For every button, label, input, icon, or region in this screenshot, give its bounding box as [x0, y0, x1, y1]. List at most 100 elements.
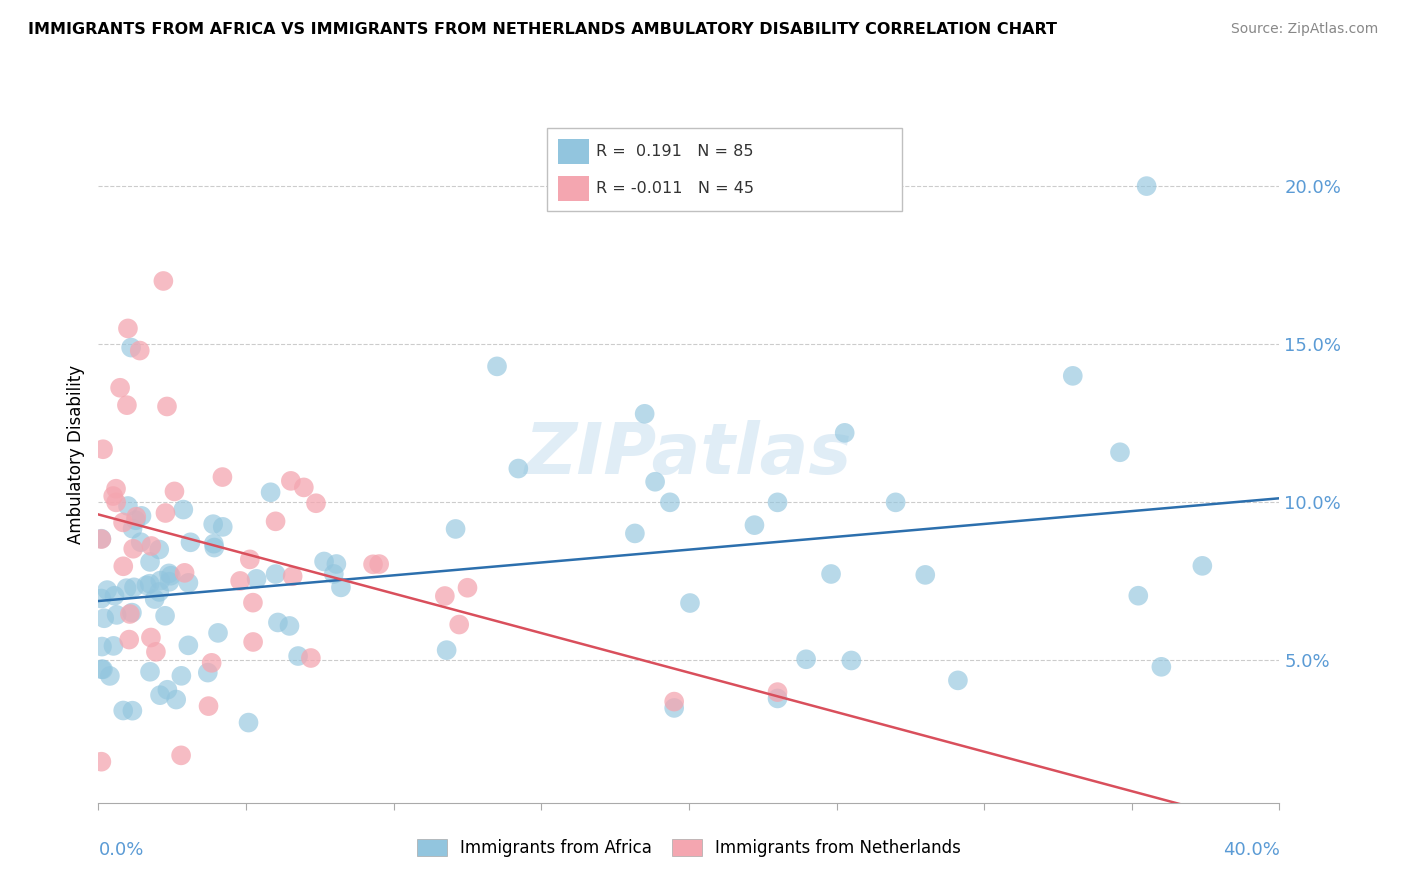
Point [128, 343, 150, 358]
Point [794, 652, 817, 666]
Point [624, 526, 647, 541]
Point [121, 606, 143, 620]
Point [280, 474, 302, 488]
Point [197, 699, 219, 714]
Point [112, 516, 135, 530]
Point [486, 359, 509, 374]
Point [202, 541, 225, 555]
Point [155, 506, 177, 520]
Point [1128, 589, 1150, 603]
Point [267, 615, 290, 630]
Point [305, 496, 328, 510]
Point [121, 704, 143, 718]
Point [242, 635, 264, 649]
Point [1135, 179, 1157, 194]
Point [122, 541, 145, 556]
Point [117, 499, 139, 513]
Point [91, 442, 114, 457]
Point [325, 557, 347, 571]
Point [112, 704, 135, 718]
Point [242, 596, 264, 610]
Point [1150, 660, 1173, 674]
Point [766, 691, 789, 706]
Point [93, 611, 115, 625]
Point [125, 509, 148, 524]
Point [105, 607, 128, 622]
Point [115, 398, 138, 412]
Text: 0.0%: 0.0% [98, 841, 143, 859]
Point [1062, 368, 1084, 383]
Point [129, 535, 152, 549]
Point [117, 321, 139, 335]
Point [312, 554, 335, 568]
Point [820, 566, 842, 581]
Point [884, 495, 907, 509]
Point [138, 576, 160, 591]
Point [914, 567, 936, 582]
Point [90, 591, 112, 606]
Point [322, 566, 344, 581]
Point [156, 682, 179, 697]
Point [197, 665, 219, 680]
Point [834, 425, 856, 440]
Point [90, 532, 112, 546]
Point [444, 522, 467, 536]
Point [159, 568, 181, 582]
Point [103, 639, 125, 653]
Point [148, 542, 170, 557]
Point [156, 400, 179, 414]
Point [658, 495, 681, 509]
Point [96, 583, 118, 598]
Point [292, 480, 315, 494]
Point [91, 662, 114, 676]
Point [131, 508, 153, 523]
Point [329, 580, 352, 594]
Point [361, 558, 384, 572]
Point [449, 617, 471, 632]
Point [143, 592, 166, 607]
Point [946, 673, 969, 688]
Point [202, 537, 225, 551]
Point [148, 585, 170, 599]
Point [120, 341, 142, 355]
Point [91, 640, 114, 654]
Point [633, 407, 655, 421]
Point [456, 581, 478, 595]
Point [125, 513, 148, 527]
Point [163, 484, 186, 499]
Point [839, 653, 862, 667]
Point [90, 532, 112, 546]
Point [211, 520, 233, 534]
Point [664, 701, 686, 715]
Point [149, 688, 172, 702]
Point [141, 539, 163, 553]
Point [179, 535, 201, 549]
Point [157, 566, 180, 581]
Point [229, 574, 252, 588]
Point [170, 669, 193, 683]
Text: 40.0%: 40.0% [1223, 841, 1279, 859]
Point [121, 522, 143, 536]
Point [202, 517, 225, 532]
Point [90, 755, 112, 769]
Point [135, 578, 157, 592]
Point [103, 589, 125, 603]
Point [98, 669, 121, 683]
Point [139, 631, 162, 645]
Point [177, 638, 200, 652]
Point [1191, 558, 1213, 573]
Point [172, 502, 194, 516]
Point [145, 645, 167, 659]
Point [170, 748, 193, 763]
Point [122, 580, 145, 594]
Point [644, 475, 666, 489]
Point [153, 608, 176, 623]
Point [157, 574, 180, 589]
Y-axis label: Ambulatory Disability: Ambulatory Disability [66, 366, 84, 544]
Point [177, 575, 200, 590]
Point [368, 557, 391, 571]
Point [108, 381, 131, 395]
Point [1109, 445, 1132, 459]
Point [173, 566, 195, 580]
Point [264, 514, 287, 528]
